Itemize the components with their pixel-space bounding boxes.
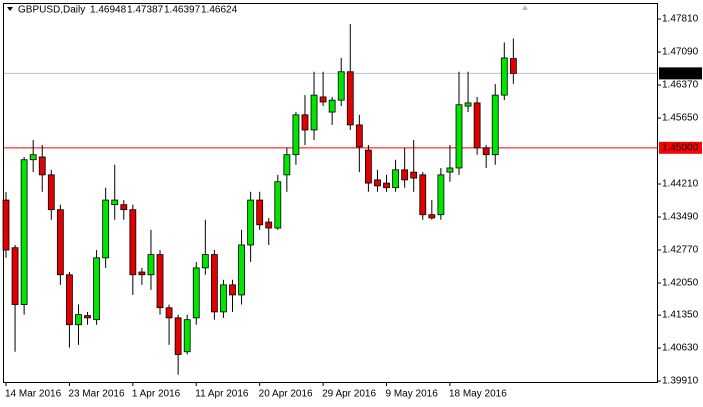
header: GBPUSD,Daily 1.46948 1.47387 1.46397 1.4…	[18, 5, 238, 16]
candle-body	[84, 315, 91, 319]
y-tick-label: 1.47810	[662, 14, 699, 25]
x-tick-label: 29 Apr 2016	[322, 389, 376, 400]
y-tick-label: 1.45650	[662, 113, 699, 124]
x-tick-label: 9 May 2016	[386, 389, 439, 400]
y-tick-label: 1.42050	[662, 278, 699, 289]
candle-body	[310, 94, 318, 131]
candle-body	[210, 254, 218, 313]
candle-body	[47, 174, 55, 211]
y-tick-label: 1.46370	[662, 80, 699, 91]
candle-body	[147, 254, 155, 276]
level-label-box	[659, 141, 702, 154]
candle-body	[247, 199, 255, 246]
header-close: 1.46624	[201, 5, 238, 16]
candle-body	[2, 199, 10, 251]
candle-body	[120, 204, 128, 211]
candle-body	[319, 96, 327, 103]
header-open: 1.46948	[90, 5, 127, 16]
candle-body	[446, 167, 454, 173]
candle-body	[482, 147, 490, 156]
candle-body	[192, 267, 200, 319]
candle-body	[274, 181, 282, 229]
x-tick-label: 20 Apr 2016	[259, 389, 313, 400]
candle-body	[238, 244, 245, 296]
level-label: 1.45000	[662, 142, 699, 153]
candle-body	[111, 199, 119, 206]
candle-body	[220, 284, 227, 313]
candle-body	[346, 71, 354, 126]
candle-body	[75, 314, 82, 326]
candle-body	[156, 254, 164, 309]
candle-body	[410, 171, 418, 179]
x-tick-label: 11 Apr 2016	[195, 389, 249, 400]
candle-body	[102, 199, 110, 259]
candle-body	[337, 71, 345, 101]
candle-body	[419, 174, 427, 216]
candle-body	[364, 149, 372, 184]
candle-body	[165, 307, 173, 319]
x-tick-label: 1 Apr 2016	[132, 389, 181, 400]
candle-body	[301, 114, 309, 131]
x-tick-label: 23 Mar 2016	[68, 389, 125, 400]
candle-body	[355, 124, 363, 148]
y-tick-label: 1.40630	[662, 343, 699, 354]
candle-body	[183, 319, 191, 353]
plot-frame	[3, 3, 658, 383]
header-high: 1.47387	[127, 5, 164, 16]
candle-body	[29, 154, 37, 161]
candle-body	[283, 154, 291, 176]
candle-body	[138, 271, 146, 276]
y-tick-label: 1.39910	[662, 376, 699, 387]
candle-body	[66, 274, 73, 326]
candle-body	[383, 182, 390, 189]
y-tick-label: 1.44210	[662, 179, 699, 190]
scroll-arrow[interactable]	[522, 5, 528, 10]
y-tick-label: 1.41350	[662, 310, 699, 321]
candle-body	[129, 209, 137, 276]
candle-body	[473, 102, 481, 149]
symbol-title: GBPUSD,Daily	[18, 5, 85, 16]
x-tick-label: 14 Mar 2016	[5, 389, 62, 400]
menu-arrow[interactable]	[7, 7, 13, 11]
level-label: 1.46624	[662, 68, 699, 79]
candle-body	[509, 58, 517, 74]
candle-body	[455, 104, 463, 169]
x-tick-label: 18 May 2016	[449, 389, 507, 400]
candle-body	[500, 57, 508, 96]
header-low: 1.46397	[164, 5, 201, 16]
candle-body	[56, 209, 64, 276]
candle-body	[256, 199, 264, 226]
candle-body	[265, 221, 273, 229]
candle-body	[20, 159, 28, 305]
candle-body	[229, 284, 236, 296]
candle-body	[464, 102, 472, 107]
y-tick-label: 1.47090	[662, 47, 699, 58]
candle-body	[437, 174, 445, 216]
candle-body	[38, 156, 46, 176]
candle-body	[174, 317, 182, 355]
level-label-box	[659, 67, 702, 80]
y-tick-label: 1.42770	[662, 245, 699, 256]
candle-body	[292, 114, 300, 156]
y-tick-label: 1.43490	[662, 212, 699, 223]
candle-body	[201, 254, 209, 269]
candle-body	[491, 94, 499, 156]
candle-body	[401, 169, 409, 181]
candle-body	[328, 99, 336, 113]
candle-body	[374, 179, 381, 187]
candle-body	[93, 257, 100, 321]
candle-body	[428, 214, 436, 219]
candle-body	[11, 247, 19, 305]
candle-body	[392, 169, 399, 189]
